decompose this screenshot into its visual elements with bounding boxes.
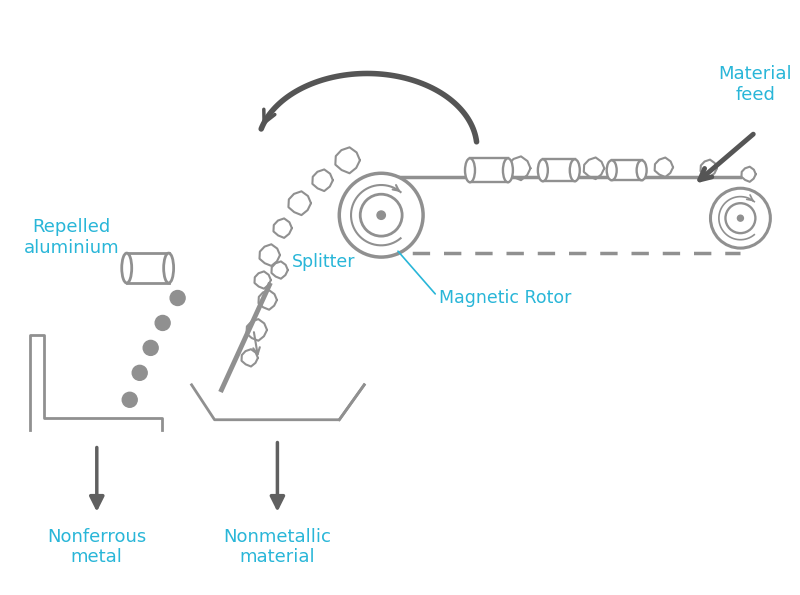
- Ellipse shape: [538, 159, 548, 181]
- Ellipse shape: [465, 158, 475, 182]
- Text: Nonferrous
metal: Nonferrous metal: [47, 528, 146, 566]
- Bar: [612, 160, 642, 180]
- Bar: [126, 253, 169, 283]
- Circle shape: [132, 365, 147, 380]
- Text: Material
feed: Material feed: [718, 65, 792, 104]
- Text: Nonmetallic
material: Nonmetallic material: [223, 528, 331, 566]
- Text: Repelled
aluminium: Repelled aluminium: [24, 218, 120, 257]
- Circle shape: [360, 194, 402, 236]
- Circle shape: [738, 215, 743, 221]
- Text: Magnetic Rotor: Magnetic Rotor: [439, 289, 571, 307]
- Circle shape: [726, 203, 755, 233]
- Bar: [470, 158, 508, 182]
- Ellipse shape: [503, 158, 513, 182]
- Circle shape: [155, 315, 170, 330]
- Ellipse shape: [164, 253, 174, 283]
- Circle shape: [122, 392, 138, 407]
- Circle shape: [143, 340, 158, 355]
- Ellipse shape: [606, 160, 617, 180]
- Ellipse shape: [570, 159, 580, 181]
- Circle shape: [710, 188, 770, 248]
- Bar: [543, 159, 574, 181]
- Ellipse shape: [122, 253, 132, 283]
- Circle shape: [170, 290, 185, 305]
- Circle shape: [377, 211, 386, 220]
- Ellipse shape: [637, 160, 646, 180]
- Circle shape: [339, 173, 423, 257]
- Text: Splitter: Splitter: [291, 253, 355, 271]
